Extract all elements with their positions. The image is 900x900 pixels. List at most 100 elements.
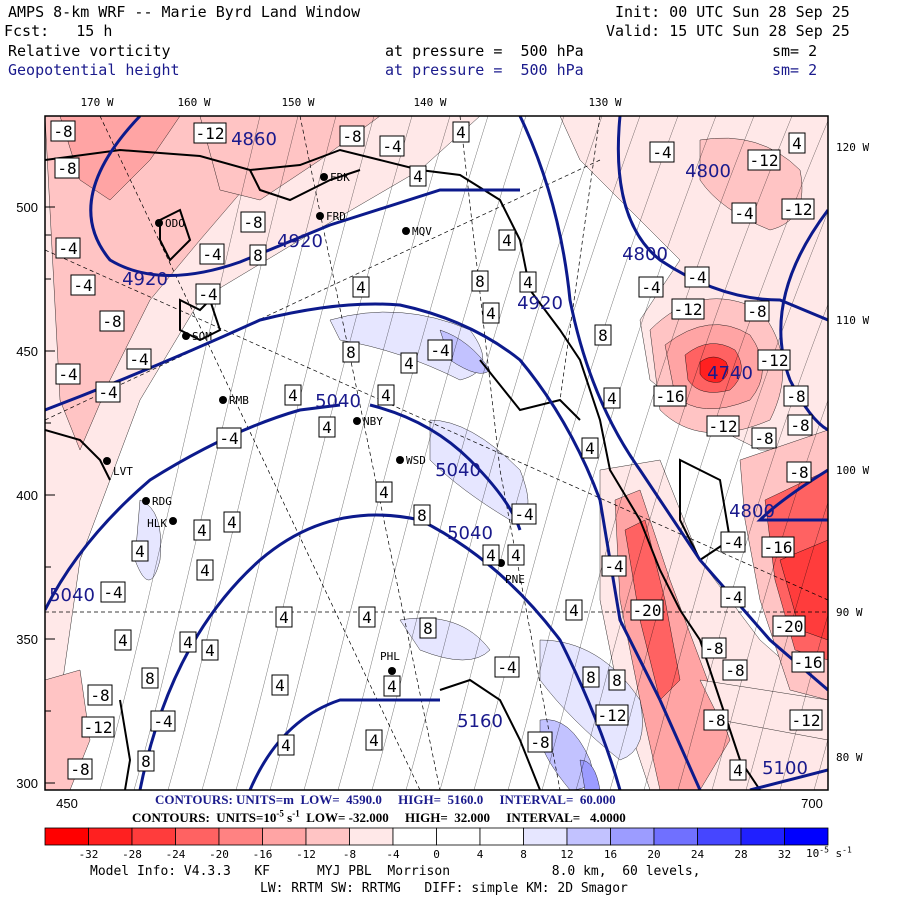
vorticity-label-box — [193, 122, 227, 144]
coastline — [479, 359, 581, 421]
vorticity-label: -4 — [723, 533, 742, 552]
colorbar-swatch — [653, 827, 698, 846]
height-contour — [369, 403, 522, 531]
vorticity-label: -8 — [243, 213, 262, 232]
station-label: RDG — [152, 495, 172, 508]
right-longitude-label: 100 W — [836, 464, 869, 477]
colorbar-swatch — [697, 827, 742, 846]
vorticity-label-box — [482, 302, 500, 324]
vorticity-contour-line — [405, 116, 603, 790]
vorticity-label: 4 — [322, 418, 332, 437]
colorbar-swatch — [610, 827, 655, 846]
vorticity-label: 4 — [523, 273, 533, 292]
vorticity-label-box — [761, 536, 795, 558]
vorticity-label: -12 — [750, 151, 779, 170]
colorbar-units-base: 10 — [806, 847, 820, 860]
station-label: WSD — [406, 454, 426, 467]
vorticity-label: 4 — [607, 389, 617, 408]
station-marker — [142, 497, 150, 505]
colorbar-tick-label: -4 — [386, 848, 400, 861]
vort-units-prefix: CONTOURS: UNITS=10 — [132, 810, 277, 825]
vorticity-label: -12 — [792, 711, 821, 730]
vorticity-label: 4 — [197, 521, 207, 540]
station-label: RMB — [229, 394, 249, 407]
lat-lon-gridline — [559, 116, 601, 401]
vorticity-label-box — [216, 427, 242, 449]
right-longitude-label: 90 W — [836, 606, 863, 619]
vorticity-shade-8 — [699, 356, 729, 383]
vorticity-label: 4 — [356, 278, 366, 297]
coastline — [159, 208, 192, 262]
colorbar-tick-label: -32 — [79, 848, 99, 861]
forecast-hour: Fcst: 15 h — [4, 22, 113, 40]
vorticity-label: -8 — [789, 463, 808, 482]
vorticity-label: 4 — [281, 736, 291, 755]
right-longitude-label: 80 W — [836, 751, 863, 764]
colorbar-tick-label: 24 — [691, 848, 705, 861]
vorticity-label-box — [277, 734, 295, 756]
vorticity-label: 4 — [288, 386, 298, 405]
height-label: 4920 — [277, 231, 323, 252]
vorticity-label: 4 — [387, 677, 397, 696]
vorticity-label: -8 — [342, 127, 361, 146]
vorticity-label: 8 — [598, 326, 608, 345]
vorticity-label-box — [400, 352, 418, 374]
vorticity-label: 4 — [511, 546, 521, 565]
vorticity-label-box — [594, 324, 612, 346]
vorticity-label-box — [581, 437, 599, 459]
vorticity-contour-line — [99, 116, 261, 790]
vorticity-label: 4 — [275, 676, 285, 695]
vorticity-label: -12 — [84, 718, 113, 737]
station-label: MQV — [412, 225, 432, 238]
vorticity-contour-line — [473, 116, 679, 790]
vorticity-label-box — [783, 385, 809, 407]
vorticity-label: -8 — [53, 122, 72, 141]
vorticity-label-box — [195, 283, 221, 305]
colorbar-tick-label: -12 — [296, 848, 316, 861]
vorticity-label-box — [649, 141, 675, 163]
vorticity-label: -8 — [704, 639, 723, 658]
height-label: 4800 — [622, 244, 668, 265]
vorticity-label: -16 — [794, 653, 823, 672]
vorticity-label-box — [383, 675, 401, 697]
colorbar-tick-label: -28 — [122, 848, 142, 861]
vorticity-label: -4 — [58, 239, 77, 258]
vorticity-label-box — [722, 659, 748, 681]
init-time: Init: 00 UTC Sun 28 Sep 25 — [615, 3, 850, 21]
vorticity-label-box — [751, 427, 777, 449]
station-label: SOM — [192, 330, 212, 343]
vorticity-label-box — [787, 414, 813, 436]
vorticity-label-box — [427, 339, 453, 361]
vorticity-shade-15 — [779, 539, 828, 641]
station-label: HLK — [147, 517, 167, 530]
vorticity-label-box — [271, 674, 289, 696]
colorbar-tick-label: -8 — [343, 848, 356, 861]
vorticity-label-box — [744, 300, 770, 322]
vorticity-label-box — [95, 381, 121, 403]
station-marker — [316, 212, 324, 220]
field1-smoothing: sm= 2 — [772, 42, 818, 60]
vorticity-label: -4 — [153, 712, 172, 731]
colorbar-tick-label: 20 — [647, 848, 660, 861]
vort-units-sexp: -1 — [292, 808, 300, 819]
vorticity-label: 4 — [486, 546, 496, 565]
field1-level: at pressure = 500 hPa — [385, 42, 584, 60]
vorticity-label-box — [201, 639, 219, 661]
vorticity-label: -4 — [198, 285, 217, 304]
vorticity-label-box — [365, 729, 383, 751]
vorticity-label-box — [781, 198, 815, 220]
vorticity-label-box — [471, 270, 489, 292]
height-label: 4800 — [685, 161, 731, 182]
station-marker — [155, 219, 163, 227]
valid-time: Valid: 15 UTC Sun 28 Sep 25 — [606, 22, 850, 40]
vorticity-label: -12 — [196, 124, 225, 143]
vorticity-label-box — [249, 244, 267, 266]
vorticity-label-box — [131, 540, 149, 562]
vorticity-label: -8 — [57, 159, 76, 178]
vorticity-label: 4 — [569, 601, 579, 620]
colorbar-tick-label: 28 — [734, 848, 747, 861]
vorticity-label: -4 — [98, 383, 117, 402]
coastline — [179, 298, 222, 342]
height-label: 5160 — [457, 711, 503, 732]
vorticity-label: 4 — [205, 641, 215, 660]
